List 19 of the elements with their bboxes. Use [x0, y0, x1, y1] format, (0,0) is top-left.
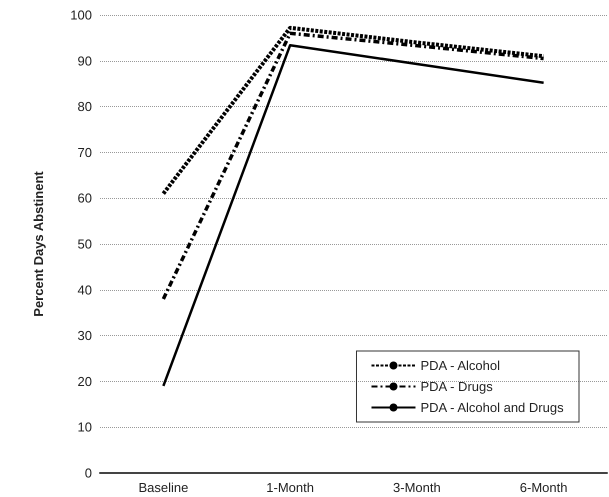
y-tick-label: 30: [78, 328, 92, 344]
x-tick-label: 6-Month: [520, 480, 568, 495]
y-tick-label: 70: [78, 144, 92, 160]
y-tick-label: 100: [70, 8, 92, 22]
y-tick-label: 80: [78, 99, 92, 114]
x-tick-label: Baseline: [138, 480, 188, 495]
legend-label: PDA - Alcohol: [420, 358, 500, 373]
x-tick-label: 1-Month: [266, 480, 314, 495]
legend-label: PDA - Drugs: [420, 379, 494, 394]
x-tick-label: 3-Month: [393, 480, 441, 495]
y-tick-label: 40: [78, 282, 92, 298]
y-tick-label: 60: [78, 190, 92, 206]
y-axis-title: Percent Days Abstinent: [31, 170, 46, 317]
y-tick-label: 0: [84, 466, 92, 480]
y-tick-label: 10: [78, 420, 92, 435]
y-tick-label: 20: [78, 374, 92, 389]
y-tick-label: 50: [78, 236, 92, 252]
y-tick-label: 90: [78, 53, 92, 68]
legend-label: PDA - Alcohol and Drugs: [420, 400, 564, 415]
